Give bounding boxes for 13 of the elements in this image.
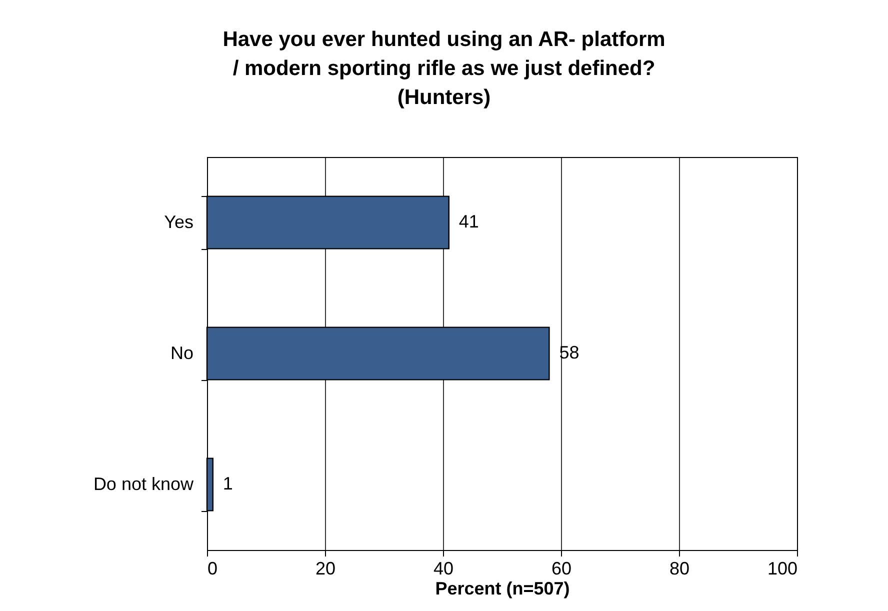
x-tick-label: 40 [433,558,454,578]
x-tick-label: 20 [315,558,336,578]
data-label: 41 [458,212,479,232]
data-label: 1 [222,474,233,494]
y-tick-label: Do not know [93,474,194,494]
x-tick-label: 80 [669,558,690,578]
x-tick-label: 100 [767,558,798,578]
x-tick-label: 0 [208,558,218,578]
y-tick-label: Yes [164,212,194,232]
y-tick-label: No [170,343,194,363]
x-axis-title: Percent (n=507) [435,578,570,598]
chart-title: Have you ever hunted using an AR- platform / modern sporting rifle as we just defined? (Hunters) [222,28,666,109]
x-tick-label: 60 [551,558,572,578]
